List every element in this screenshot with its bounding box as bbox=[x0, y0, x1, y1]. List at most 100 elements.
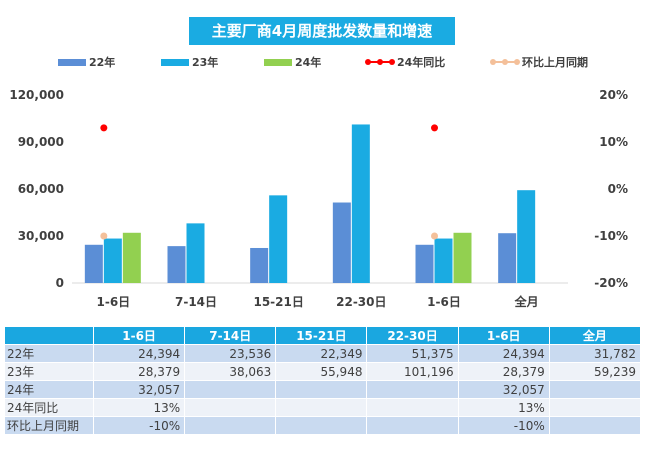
table-cell: 101,196 bbox=[366, 362, 459, 381]
point-24年同比 bbox=[431, 124, 438, 132]
y-left-tick-label: 60,000 bbox=[18, 182, 64, 196]
table-cell: 32,057 bbox=[457, 380, 550, 399]
y-right-tick-label: 0% bbox=[608, 182, 628, 196]
table-cell: -10% bbox=[457, 416, 550, 435]
x-tick-label: 7-14日 bbox=[175, 295, 217, 309]
bar-23年 bbox=[351, 124, 370, 283]
table-cell: 13% bbox=[92, 398, 186, 417]
point-24年同比 bbox=[100, 124, 108, 132]
table-cell bbox=[548, 416, 642, 435]
table-cell bbox=[184, 416, 277, 435]
legend-item-22: 22年 bbox=[58, 53, 115, 71]
table-cell bbox=[184, 398, 277, 417]
bar-23年 bbox=[103, 238, 122, 283]
table-cell: 31,782 bbox=[548, 344, 642, 363]
table-cell bbox=[184, 380, 277, 399]
x-tick-label: 1-6日 bbox=[427, 295, 461, 309]
legend-swatch-24 bbox=[264, 58, 292, 66]
table-cell: -10% bbox=[92, 416, 186, 435]
row-label: 22年 bbox=[4, 344, 94, 363]
y-right-tick-label: 20% bbox=[599, 88, 628, 102]
bar-22年 bbox=[498, 233, 517, 283]
table-cell: 55,948 bbox=[275, 362, 368, 381]
table-cell: 38,063 bbox=[184, 362, 277, 381]
bar-23年 bbox=[434, 238, 453, 283]
x-tick-label: 22-30日 bbox=[336, 295, 386, 309]
y-right-tick-label: -10% bbox=[594, 229, 628, 243]
table-header-cell: 7-14日 bbox=[184, 326, 277, 345]
table-cell bbox=[275, 380, 368, 399]
table-cell: 28,379 bbox=[457, 362, 550, 381]
table-header-cell: 1-6日 bbox=[457, 326, 550, 345]
x-tick-label: 1-6日 bbox=[96, 295, 130, 309]
table-cell bbox=[366, 380, 459, 399]
table-header-cell: 全月 bbox=[548, 326, 642, 345]
table-header-cell: 15-21日 bbox=[275, 326, 368, 345]
chart-title: 主要厂商4月周度批发数量和增速 bbox=[189, 17, 455, 45]
table-row: 23年 28,379 38,063 55,948 101,196 28,379 … bbox=[4, 362, 642, 381]
table-cell: 23,536 bbox=[184, 344, 277, 363]
legend-label-yoy24: 24年同比 bbox=[397, 56, 446, 69]
table-cell bbox=[275, 398, 368, 417]
row-label: 23年 bbox=[4, 362, 94, 381]
table-row: 环比上月同期 -10% -10% bbox=[4, 416, 642, 435]
table-cell bbox=[548, 398, 642, 417]
y-left-tick-label: 90,000 bbox=[18, 135, 64, 149]
bar-22年 bbox=[415, 244, 434, 283]
legend-label-24: 24年 bbox=[295, 56, 322, 69]
row-label: 24年 bbox=[4, 380, 94, 399]
bar-22年 bbox=[250, 247, 269, 283]
y-right-tick-label: -20% bbox=[594, 276, 628, 290]
x-tick-label: 15-21日 bbox=[253, 295, 303, 309]
row-label: 环比上月同期 bbox=[4, 416, 94, 435]
bar-24年 bbox=[453, 232, 472, 283]
y-left-tick-label: 120,000 bbox=[9, 88, 64, 102]
legend-item-yoy24: 24年同比 bbox=[365, 53, 445, 71]
legend-marker-yoy24 bbox=[365, 57, 395, 67]
bar-22年 bbox=[167, 246, 186, 283]
legend-item-23: 23年 bbox=[161, 53, 218, 71]
table-cell bbox=[548, 380, 642, 399]
data-table: 1-6日 7-14日 15-21日 22-30日 1-6日 全月 22年 24,… bbox=[4, 326, 642, 435]
point-环比上月同期 bbox=[100, 232, 108, 240]
chart-legend: 22年 23年 24年 24年同比 环比上月同期 bbox=[0, 53, 646, 71]
table-cell: 24,394 bbox=[92, 344, 186, 363]
table-cell: 22,349 bbox=[275, 344, 368, 363]
table-cell: 24,394 bbox=[457, 344, 550, 363]
table-cell bbox=[366, 416, 459, 435]
table-cell bbox=[366, 398, 459, 417]
y-left-tick-label: 0 bbox=[56, 276, 64, 290]
table-cell bbox=[275, 416, 368, 435]
bar-chart: 0 30,000 60,000 90,000 120,000 -20% -10% 0% 10% 2… bbox=[9, 88, 628, 309]
legend-label-23: 23年 bbox=[192, 56, 219, 69]
legend-swatch-23 bbox=[161, 58, 189, 66]
point-环比上月同期 bbox=[431, 232, 438, 240]
table-cell: 59,239 bbox=[548, 362, 642, 381]
table-row: 22年 24,394 23,536 22,349 51,375 24,394 3… bbox=[4, 344, 642, 363]
table-cell: 28,379 bbox=[92, 362, 186, 381]
table-cell: 51,375 bbox=[366, 344, 459, 363]
table-row: 24年同比 13% 13% bbox=[4, 398, 642, 417]
table-cell: 32,057 bbox=[92, 380, 186, 399]
bar-24年 bbox=[122, 232, 141, 283]
x-tick-label: 全月 bbox=[514, 294, 539, 309]
legend-label-22: 22年 bbox=[89, 56, 116, 69]
legend-item-mom: 环比上月同期 bbox=[490, 53, 588, 71]
bar-23年 bbox=[269, 195, 288, 283]
table-header-row: 1-6日 7-14日 15-21日 22-30日 1-6日 全月 bbox=[4, 326, 642, 345]
table-cell: 13% bbox=[457, 398, 550, 417]
bar-22年 bbox=[332, 202, 351, 283]
y-right-tick-label: 10% bbox=[599, 135, 628, 149]
table-header-cell: 1-6日 bbox=[92, 326, 186, 345]
legend-item-24: 24年 bbox=[264, 53, 321, 71]
legend-swatch-22 bbox=[58, 58, 86, 66]
bar-22年 bbox=[84, 244, 103, 283]
table-header-cell: 22-30日 bbox=[366, 326, 459, 345]
bar-23年 bbox=[186, 223, 205, 283]
y-left-tick-label: 30,000 bbox=[18, 229, 64, 243]
table-row: 24年 32,057 32,057 bbox=[4, 380, 642, 399]
bar-23年 bbox=[517, 190, 536, 283]
legend-marker-mom bbox=[490, 57, 520, 67]
legend-label-mom: 环比上月同期 bbox=[522, 56, 588, 69]
